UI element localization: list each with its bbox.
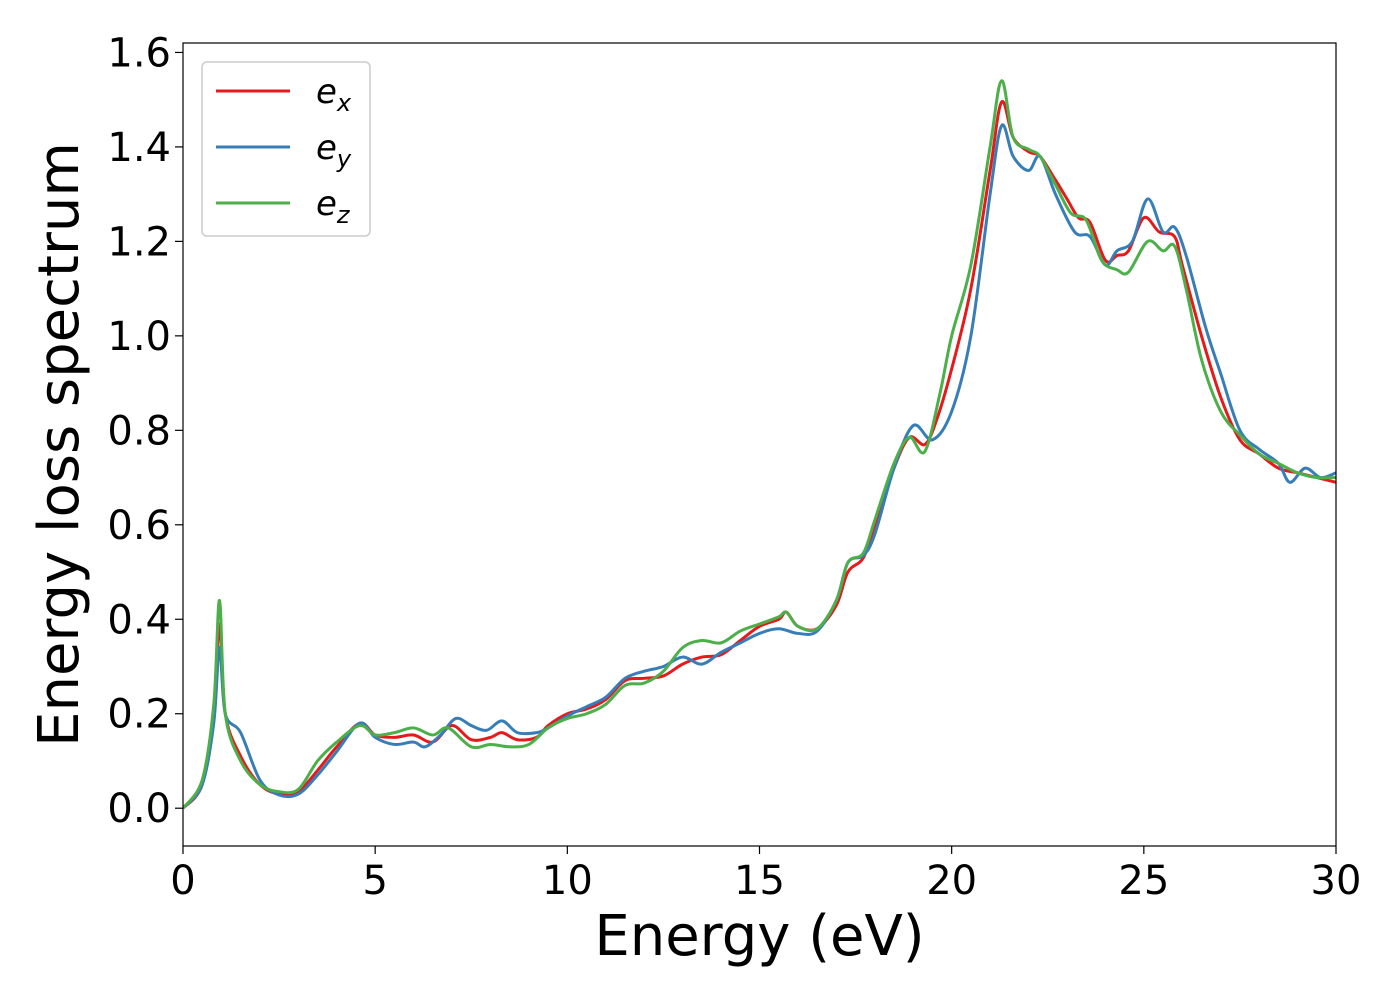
- legend-label-base: e: [316, 128, 337, 168]
- x-tick-label: 15: [734, 858, 785, 904]
- series-line-e-z: [183, 79, 1336, 810]
- x-tick-label: 5: [362, 858, 387, 904]
- legend-label-base: e: [316, 184, 337, 224]
- y-tick-label: 1.6: [107, 30, 171, 76]
- x-tick-label: 25: [1118, 858, 1169, 904]
- legend-label-sub: x: [336, 89, 352, 117]
- x-tick-label: 30: [1311, 858, 1362, 904]
- y-tick-label: 1.0: [107, 314, 171, 360]
- x-tick-label: 20: [926, 858, 977, 904]
- legend-box: [201, 61, 371, 237]
- x-axis-label: Energy (eV): [594, 904, 924, 969]
- y-axis-ticks: 0.0 0.2 0.4 0.6 0.8 1.0 1.2 1.4 1.6: [107, 30, 183, 832]
- y-tick-label: 0.8: [107, 408, 171, 454]
- x-tick-label: 10: [542, 858, 593, 904]
- series-lines: [183, 79, 1336, 810]
- x-axis-ticks: 0 5 10 15 20 25 30: [170, 846, 1361, 904]
- legend-label-e-z: ez: [316, 184, 351, 229]
- y-tick-label: 1.4: [107, 125, 171, 171]
- legend-label-e-x: ex: [316, 72, 352, 117]
- y-tick-label: 0.2: [107, 692, 171, 738]
- x-tick-label: 0: [170, 858, 195, 904]
- legend-label-e-y: ey: [316, 128, 352, 173]
- y-axis-label: Energy loss spectrum: [27, 142, 92, 747]
- legend-label-sub: z: [336, 201, 351, 229]
- y-tick-label: 0.6: [107, 503, 171, 549]
- y-tick-label: 0.0: [107, 786, 171, 832]
- legend-label-sub: y: [336, 145, 352, 173]
- y-tick-label: 1.2: [107, 219, 171, 265]
- legend-label-base: e: [316, 72, 337, 112]
- y-tick-label: 0.4: [107, 597, 171, 643]
